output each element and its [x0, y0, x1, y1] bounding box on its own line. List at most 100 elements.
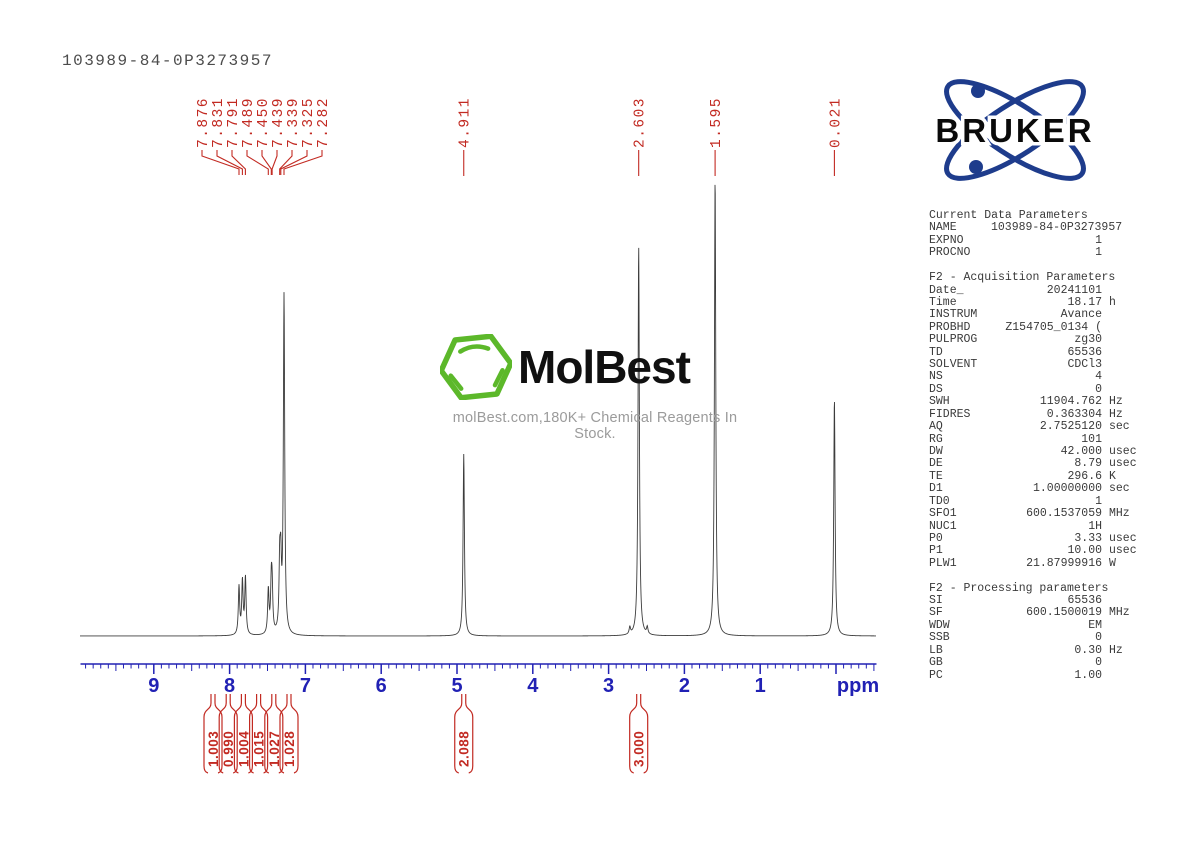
peak-label-connector [201, 150, 240, 175]
param-value: 1H [1088, 519, 1102, 533]
param-name: P1 [929, 544, 943, 558]
param-name: TE [929, 469, 943, 483]
param-value: 600.1537059 [1026, 507, 1102, 521]
param-value: 10.00 [1067, 544, 1102, 558]
peak-label-connector [280, 150, 308, 175]
param-row: NAME 103989-84-0P3273957 [929, 221, 1143, 235]
sample-id-title: 103989-84-0P3273957 [62, 52, 273, 70]
peak-label: 7.282 [316, 97, 332, 148]
x-axis-tick-label: 1 [755, 675, 766, 697]
bruker-dot-bottom [969, 160, 983, 174]
param-name: AQ [929, 420, 943, 434]
param-name: PLW1 [929, 556, 957, 570]
param-row: TE 296.6 K [929, 469, 1143, 483]
integral-value-label: 1.028 [282, 731, 297, 767]
param-unit: sec [1109, 420, 1130, 434]
param-unit: usec [1109, 457, 1137, 471]
param-unit [1102, 247, 1143, 259]
param-section: Current Data Parameters NAME 103989-84-0P3… [929, 209, 1143, 260]
param-unit: h [1109, 295, 1116, 309]
param-name: DE [929, 457, 943, 471]
param-value: 65536 [1067, 594, 1102, 608]
param-name: NUC1 [929, 519, 957, 533]
param-name: EXPNO [929, 233, 964, 247]
param-name: SSB [929, 631, 950, 645]
param-row: TD 65536 [929, 345, 1143, 359]
x-axis-tick-label: 5 [451, 675, 462, 697]
param-row: LB 0.30 Hz [929, 643, 1143, 657]
param-unit [1102, 371, 1143, 383]
x-axis-tick-label: 6 [376, 675, 387, 697]
integral-bracket-left [218, 694, 227, 774]
param-name: SOLVENT [929, 358, 978, 372]
param-value: 103989-84-0P3273957 [991, 221, 1123, 235]
param-section-heading: Current Data Parameters [929, 209, 1088, 222]
param-unit: Hz [1109, 643, 1123, 657]
param-value: 0 [1095, 656, 1102, 670]
molbest-tagline: molBest.com,180K+ Chemical Reagents In S… [452, 410, 738, 442]
peak-label: 7.325 [301, 97, 317, 148]
param-value: Z154705_0134 ( [1005, 320, 1102, 334]
param-name: SFO1 [929, 507, 957, 521]
param-name: TD0 [929, 494, 950, 508]
integral-value-label: 1.003 [206, 731, 221, 767]
peak-label: 7.439 [271, 97, 287, 148]
molbest-watermark: MolBest molBest.com,180K+ Chemical Reage… [440, 334, 760, 442]
integral-bracket-left [264, 694, 273, 774]
param-unit: W [1109, 556, 1116, 570]
param-name: NS [929, 370, 943, 384]
parameters-panel: Current Data Parameters NAME 103989-84-0P3… [929, 209, 1143, 682]
param-name: PULPROG [929, 333, 978, 347]
integral-bracket-left [233, 694, 242, 774]
param-name: P0 [929, 531, 943, 545]
peak-label: 7.791 [226, 97, 242, 148]
param-value: 101 [1081, 432, 1102, 446]
param-value: zg30 [1074, 333, 1102, 347]
param-unit: Hz [1109, 395, 1123, 409]
bruker-dot-top [971, 84, 985, 98]
param-value: 600.1500019 [1026, 606, 1102, 620]
param-row: AQ 2.7525120 sec [929, 420, 1143, 434]
peak-label-connector [246, 150, 269, 175]
integral-value-label: 2.088 [457, 731, 472, 767]
x-axis-tick-label: 4 [527, 675, 539, 697]
param-unit [1122, 222, 1163, 234]
param-value: 0 [1095, 631, 1102, 645]
param-row: DW 42.000 usec [929, 445, 1143, 458]
peak-label: 7.489 [241, 97, 257, 148]
integral-bracket-left [203, 694, 212, 774]
x-axis-tick-label: 2 [679, 675, 690, 697]
molbest-hexagon-logo-icon [440, 334, 512, 400]
param-row: PLW1 21.87999916 W [929, 556, 1143, 570]
peak-label-connector [261, 150, 272, 175]
peak-label: 7.339 [286, 97, 302, 148]
param-row: Date_ 20241101 [929, 284, 1143, 297]
integral-bracket-left [629, 694, 638, 774]
param-row: SSB 0 [929, 631, 1143, 645]
param-value: 21.87999916 [1026, 556, 1102, 570]
param-row: Time 18.17 h [929, 295, 1143, 309]
param-value: 1.00 [1074, 668, 1102, 682]
peak-label-connector [231, 150, 246, 175]
param-name: LB [929, 643, 943, 657]
param-name: FIDRES [929, 407, 971, 421]
param-row: SI 65536 [929, 594, 1143, 608]
peak-label-connector [216, 150, 243, 175]
param-unit: MHz [1109, 606, 1130, 620]
param-row: NUC1 1H [929, 519, 1143, 533]
bruker-atom-icon [944, 79, 1086, 181]
peak-label: 7.831 [211, 97, 227, 148]
param-value: 0.363304 [1046, 407, 1102, 421]
peak-label: 7.876 [196, 97, 212, 148]
param-row: SFO1 600.1537059 MHz [929, 507, 1143, 521]
param-name: PROCNO [929, 246, 971, 260]
param-row: FIDRES 0.363304 Hz [929, 407, 1143, 421]
param-name: NAME [929, 221, 957, 235]
integral-bracket-right [640, 694, 649, 774]
param-value: 1 [1095, 246, 1102, 260]
integral-value-label: 1.027 [267, 731, 282, 767]
peak-label: 1.595 [709, 97, 725, 148]
param-value: 65536 [1067, 345, 1102, 359]
param-row: DE 8.79 usec [929, 457, 1143, 471]
param-row: P0 3.33 usec [929, 531, 1143, 545]
